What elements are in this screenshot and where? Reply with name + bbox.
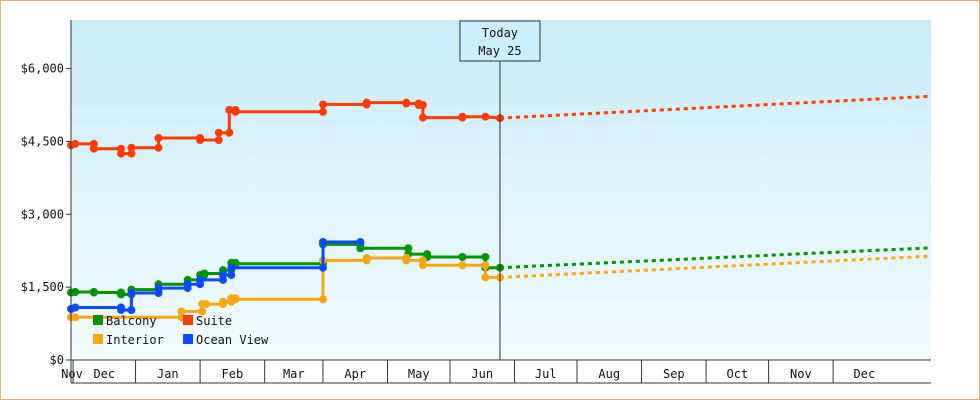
y-tick-label: $0 xyxy=(50,353,64,367)
data-point-ocean-view xyxy=(227,263,236,272)
y-tick-label: $4,500 xyxy=(21,134,64,148)
data-point-suite xyxy=(89,144,98,153)
data-point-balcony xyxy=(481,253,490,261)
data-point-ocean-view xyxy=(154,284,163,293)
data-point-interior xyxy=(418,261,427,270)
data-point-suite xyxy=(225,105,234,114)
data-point-suite xyxy=(402,99,411,108)
today-label-line1: Today xyxy=(482,26,518,40)
data-point-ocean-view xyxy=(356,238,365,246)
x-tick-label: Dec xyxy=(93,367,115,381)
data-point-suite xyxy=(127,149,136,158)
legend-swatch-interior xyxy=(93,334,103,344)
data-point-suite xyxy=(481,112,490,121)
legend-label-suite: Suite xyxy=(196,314,232,328)
x-tick-label: Jun xyxy=(471,367,493,381)
data-point-suite xyxy=(225,128,234,137)
y-tick-label: $6,000 xyxy=(21,62,64,76)
data-point-suite xyxy=(154,134,163,142)
x-tick-label: Oct xyxy=(727,367,749,381)
x-tick-label: Nov xyxy=(61,367,83,381)
data-point-ocean-view xyxy=(183,280,192,289)
data-point-balcony xyxy=(89,288,98,297)
y-tick-label: $1,500 xyxy=(21,280,64,294)
data-point-suite xyxy=(458,112,467,121)
today-label-box xyxy=(459,20,541,62)
x-tick-label: Feb xyxy=(222,367,244,381)
data-point-interior xyxy=(71,313,80,322)
data-point-ocean-view xyxy=(319,238,327,246)
legend-swatch-balcony xyxy=(93,315,103,325)
data-point-interior xyxy=(198,307,207,316)
data-point-suite xyxy=(127,143,136,152)
data-point-suite xyxy=(319,100,327,109)
legend-label-interior: Interior xyxy=(106,333,164,347)
data-point-interior xyxy=(402,256,411,265)
x-tick-label: Jan xyxy=(157,367,179,381)
data-point-ocean-view xyxy=(196,275,205,284)
data-point-interior xyxy=(231,295,240,304)
data-point-ocean-view xyxy=(319,263,327,272)
y-tick-label: $3,000 xyxy=(21,207,64,221)
data-point-suite xyxy=(71,139,80,148)
data-point-interior xyxy=(177,307,186,316)
legend-label-balcony: Balcony xyxy=(106,314,157,328)
data-point-ocean-view xyxy=(127,289,136,297)
data-point-suite xyxy=(418,101,427,109)
data-point-balcony xyxy=(71,288,80,296)
legend-label-ocean-view: Ocean View xyxy=(196,333,269,347)
x-tick-label: Dec xyxy=(854,367,876,381)
data-point-balcony xyxy=(404,244,413,253)
x-tick-label: Jul xyxy=(535,367,557,381)
x-tick-label: Nov xyxy=(790,367,812,381)
legend-swatch-suite xyxy=(183,315,193,325)
x-tick-label: May xyxy=(408,367,430,381)
data-point-interior xyxy=(319,295,327,304)
data-point-interior xyxy=(202,300,211,309)
x-tick-label: Aug xyxy=(598,367,620,381)
legend: Balcony Suite Interior Ocean View xyxy=(93,314,269,347)
data-point-interior xyxy=(458,261,467,270)
data-point-interior xyxy=(481,273,490,282)
data-point-ocean-view xyxy=(71,303,80,312)
data-point-balcony xyxy=(458,253,467,261)
series-layer xyxy=(67,94,932,322)
data-point-suite xyxy=(117,149,125,158)
data-point-interior xyxy=(481,261,490,270)
data-point-ocean-view xyxy=(117,306,125,314)
data-point-ocean-view xyxy=(219,271,227,279)
data-point-balcony xyxy=(200,269,209,278)
axes-layer: $0 $1,500 $3,000 $4,500 $6,000 Nov Dec Jan Feb Ma… xyxy=(21,20,931,384)
x-tick-label: Sep xyxy=(663,367,685,381)
x-tick-label: Mar xyxy=(283,367,305,381)
legend-swatch-ocean-view xyxy=(183,334,193,344)
data-point-balcony xyxy=(356,244,365,253)
x-tick-label: Apr xyxy=(344,367,366,381)
today-marker: Today May 25 xyxy=(459,20,541,360)
data-point-suite xyxy=(231,107,240,116)
today-label-line2: May 25 xyxy=(478,44,521,58)
data-point-balcony xyxy=(117,290,125,299)
data-point-ocean-view xyxy=(227,271,236,279)
data-point-suite xyxy=(214,136,223,144)
data-point-ocean-view xyxy=(127,306,136,314)
data-point-suite xyxy=(319,107,327,116)
data-point-interior xyxy=(219,297,227,306)
data-point-suite xyxy=(362,98,371,107)
data-point-suite xyxy=(196,136,205,144)
data-point-suite xyxy=(154,143,163,152)
data-point-suite xyxy=(418,113,427,122)
data-point-suite xyxy=(214,128,223,137)
data-point-interior xyxy=(362,254,371,262)
